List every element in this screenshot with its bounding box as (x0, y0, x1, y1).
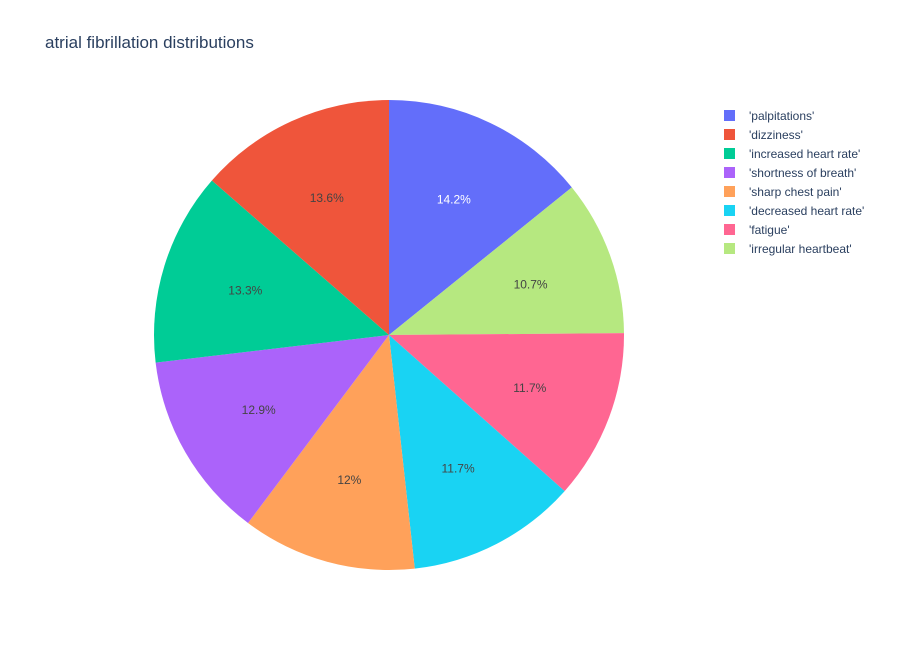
pie-slice[interactable] (155, 335, 389, 524)
legend-label: 'palpitations' (749, 108, 815, 123)
chart-title: atrial fibrillation distributions (45, 33, 254, 52)
pie-slice-labels: 14.2% 10.7% 11.7% 11.7% 12% 12.9% 13.3% 13.6% (228, 191, 548, 487)
legend: 'palpitations' 'dizziness' 'increased hear… (724, 106, 864, 258)
pie-slice[interactable] (389, 335, 565, 569)
legend-label: 'increased heart rate' (749, 146, 861, 161)
legend-item[interactable]: 'palpitations' (724, 106, 864, 125)
legend-label: 'decreased heart rate' (749, 203, 865, 218)
legend-swatch (724, 243, 735, 254)
slice-percent-label: 10.7% (514, 277, 548, 291)
legend-item[interactable]: 'increased heart rate' (724, 144, 864, 163)
legend-swatch (724, 186, 735, 197)
legend-label: 'dizziness' (749, 127, 803, 142)
slice-percent-label: 13.3% (228, 284, 262, 298)
legend-item[interactable]: 'fatigue' (724, 220, 864, 239)
slice-percent-label: 14.2% (437, 192, 471, 206)
legend-item[interactable]: 'dizziness' (724, 125, 864, 144)
legend-item[interactable]: 'irregular heartbeat' (724, 239, 864, 258)
legend-swatch (724, 167, 735, 178)
pie-slice[interactable] (153, 180, 389, 363)
pie-slice[interactable] (389, 187, 624, 335)
legend-swatch (724, 148, 735, 159)
pie-slice[interactable] (389, 333, 624, 492)
pie-slices (153, 100, 624, 571)
legend-swatch (724, 224, 735, 235)
pie-slice[interactable] (248, 335, 415, 571)
legend-label: 'shortness of breath' (749, 165, 857, 180)
slice-percent-label: 12% (337, 473, 361, 487)
legend-swatch (724, 205, 735, 216)
legend-item[interactable]: 'sharp chest pain' (724, 182, 864, 201)
legend-item[interactable]: 'decreased heart rate' (724, 201, 864, 220)
legend-label: 'sharp chest pain' (749, 184, 842, 199)
pie-slice[interactable] (211, 100, 389, 335)
legend-swatch (724, 110, 735, 121)
legend-label: 'irregular heartbeat' (749, 241, 852, 256)
pie-slice[interactable] (389, 100, 572, 335)
slice-percent-label: 11.7% (513, 381, 546, 395)
legend-item[interactable]: 'shortness of breath' (724, 163, 864, 182)
legend-label: 'fatigue' (749, 222, 790, 237)
slice-percent-label: 12.9% (242, 403, 276, 417)
legend-swatch (724, 129, 735, 140)
slice-percent-label: 11.7% (441, 462, 474, 476)
slice-percent-label: 13.6% (310, 191, 344, 205)
